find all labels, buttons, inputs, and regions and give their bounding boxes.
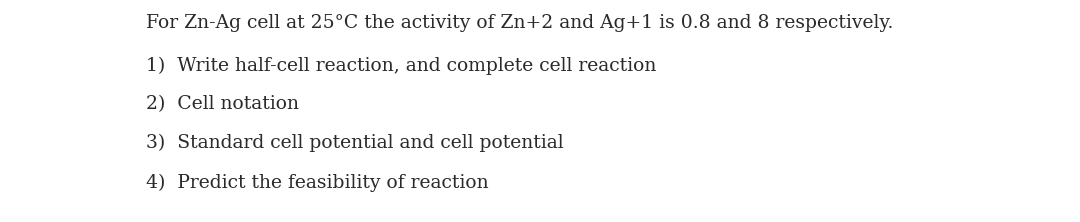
- Text: 3)  Standard cell potential and cell potential: 3) Standard cell potential and cell pote…: [146, 134, 564, 152]
- Text: 1)  Write half-cell reaction, and complete cell reaction: 1) Write half-cell reaction, and complet…: [146, 56, 657, 75]
- Text: For Zn-Ag cell at 25°C the activity of Zn+2 and Ag+1 is 0.8 and 8 respectively.: For Zn-Ag cell at 25°C the activity of Z…: [146, 14, 893, 32]
- Text: 4)  Predict the feasibility of reaction: 4) Predict the feasibility of reaction: [146, 174, 488, 192]
- Text: 2)  Cell notation: 2) Cell notation: [146, 95, 299, 113]
